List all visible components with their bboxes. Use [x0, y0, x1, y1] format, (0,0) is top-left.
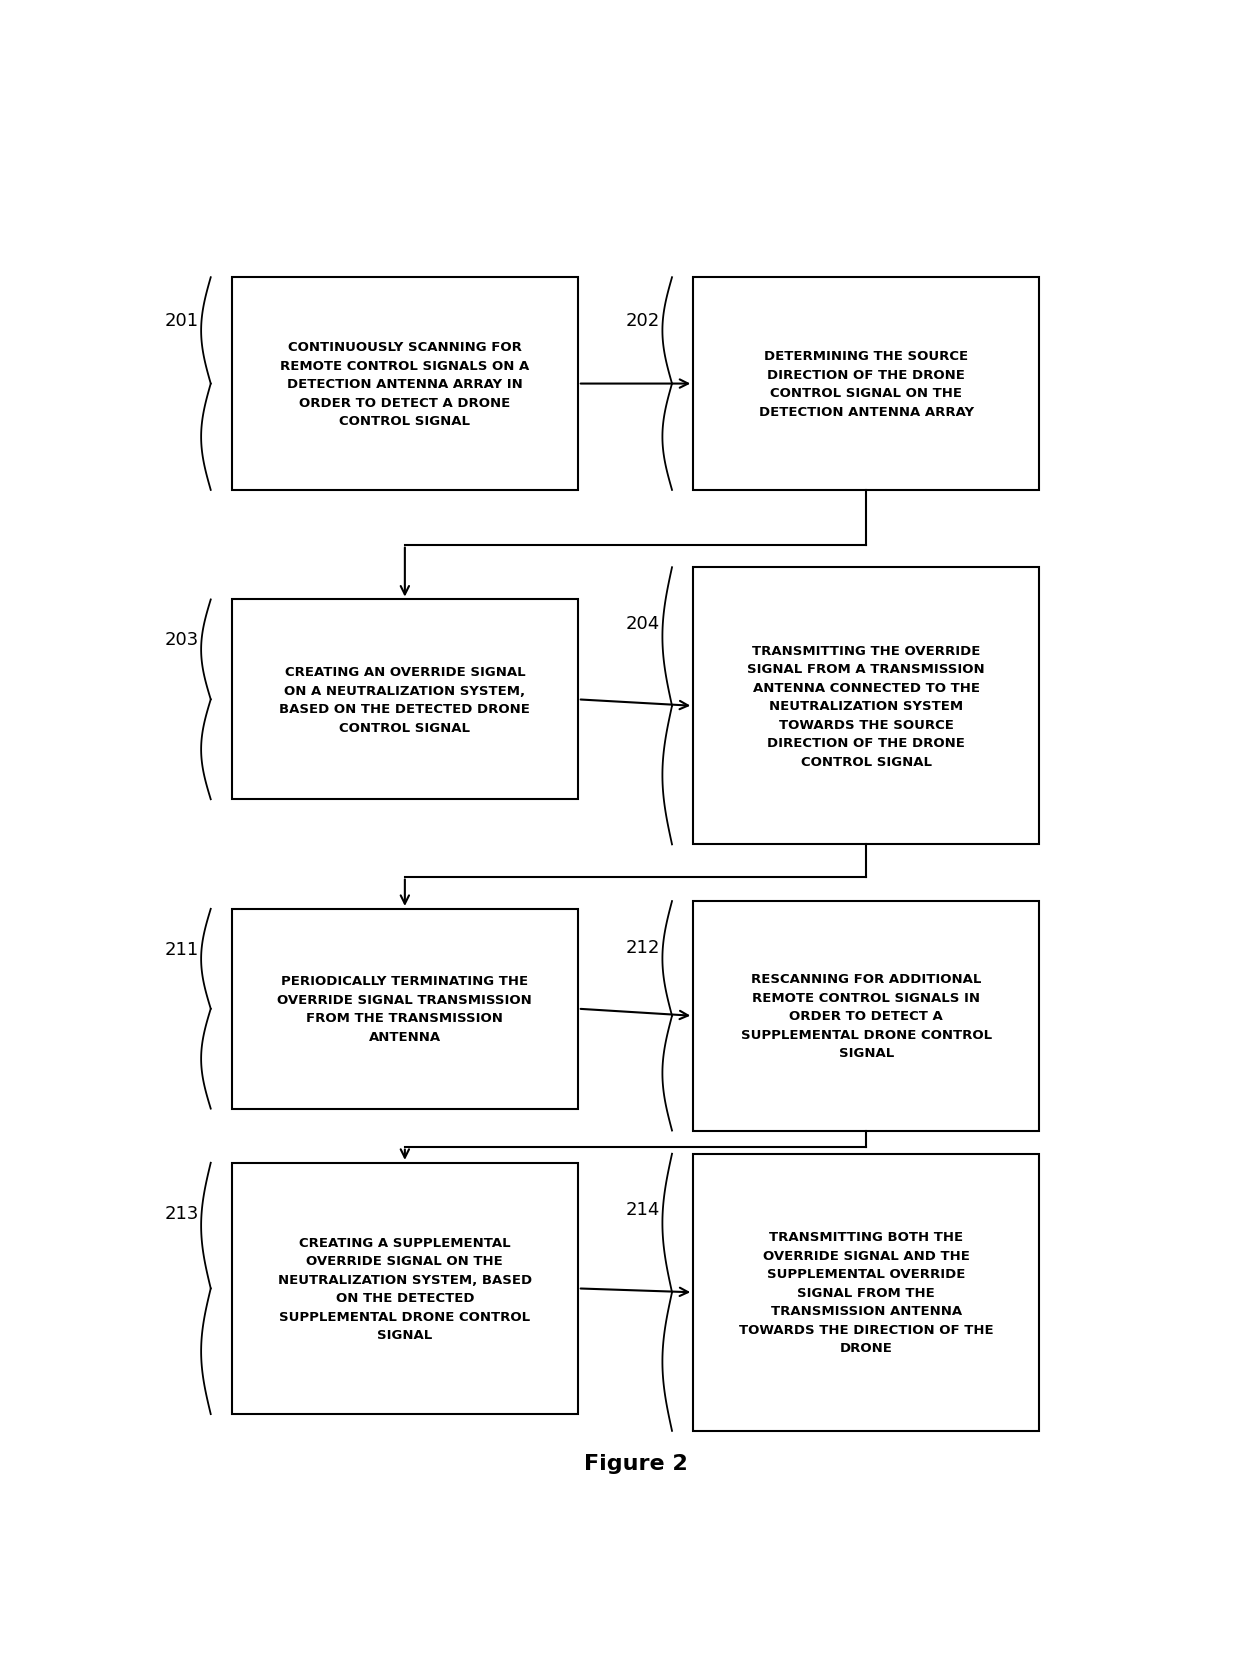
Text: 204: 204 — [626, 614, 661, 632]
Text: 203: 203 — [165, 631, 200, 649]
FancyBboxPatch shape — [693, 902, 1039, 1131]
Text: TRANSMITTING THE OVERRIDE
SIGNAL FROM A TRANSMISSION
ANTENNA CONNECTED TO THE
NE: TRANSMITTING THE OVERRIDE SIGNAL FROM A … — [748, 644, 985, 768]
Text: TRANSMITTING BOTH THE
OVERRIDE SIGNAL AND THE
SUPPLEMENTAL OVERRIDE
SIGNAL FROM : TRANSMITTING BOTH THE OVERRIDE SIGNAL AN… — [739, 1231, 993, 1355]
Text: CREATING AN OVERRIDE SIGNAL
ON A NEUTRALIZATION SYSTEM,
BASED ON THE DETECTED DR: CREATING AN OVERRIDE SIGNAL ON A NEUTRAL… — [279, 666, 531, 734]
Text: DETERMINING THE SOURCE
DIRECTION OF THE DRONE
CONTROL SIGNAL ON THE
DETECTION AN: DETERMINING THE SOURCE DIRECTION OF THE … — [759, 350, 973, 418]
FancyBboxPatch shape — [693, 1154, 1039, 1430]
FancyBboxPatch shape — [232, 278, 578, 490]
Text: 214: 214 — [626, 1201, 661, 1218]
Text: 202: 202 — [626, 311, 661, 330]
Text: 201: 201 — [165, 311, 198, 330]
Text: 213: 213 — [165, 1205, 200, 1223]
FancyBboxPatch shape — [693, 278, 1039, 490]
FancyBboxPatch shape — [232, 1163, 578, 1414]
Text: CONTINUOUSLY SCANNING FOR
REMOTE CONTROL SIGNALS ON A
DETECTION ANTENNA ARRAY IN: CONTINUOUSLY SCANNING FOR REMOTE CONTROL… — [280, 341, 529, 428]
Text: 211: 211 — [165, 940, 200, 959]
FancyBboxPatch shape — [693, 567, 1039, 845]
Text: CREATING A SUPPLEMENTAL
OVERRIDE SIGNAL ON THE
NEUTRALIZATION SYSTEM, BASED
ON T: CREATING A SUPPLEMENTAL OVERRIDE SIGNAL … — [278, 1236, 532, 1342]
FancyBboxPatch shape — [232, 601, 578, 800]
FancyBboxPatch shape — [232, 910, 578, 1109]
Text: 212: 212 — [626, 939, 661, 957]
Text: PERIODICALLY TERMINATING THE
OVERRIDE SIGNAL TRANSMISSION
FROM THE TRANSMISSION
: PERIODICALLY TERMINATING THE OVERRIDE SI… — [278, 975, 532, 1044]
Text: Figure 2: Figure 2 — [584, 1454, 687, 1474]
Text: RESCANNING FOR ADDITIONAL
REMOTE CONTROL SIGNALS IN
ORDER TO DETECT A
SUPPLEMENT: RESCANNING FOR ADDITIONAL REMOTE CONTROL… — [740, 972, 992, 1059]
